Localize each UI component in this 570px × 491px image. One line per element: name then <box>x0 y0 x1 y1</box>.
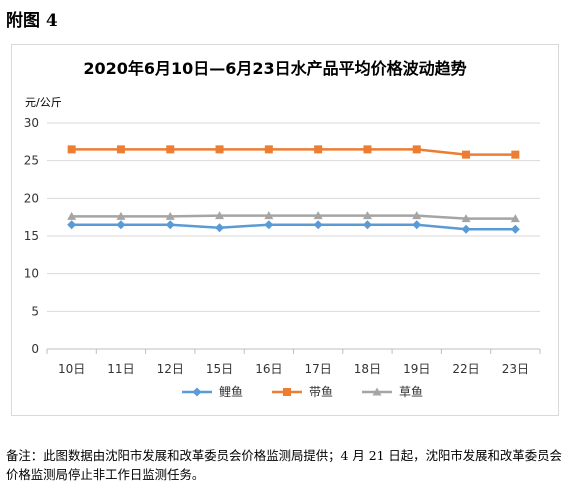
data-point <box>116 211 126 220</box>
y-tick-label: 20 <box>24 191 39 205</box>
data-point <box>165 220 175 230</box>
data-point <box>165 211 175 220</box>
data-point <box>412 145 421 154</box>
x-tick-label: 19日 <box>403 362 430 376</box>
x-tick-label: 22日 <box>452 362 479 376</box>
legend-marker <box>192 387 202 397</box>
x-tick-label: 17日 <box>305 362 332 376</box>
x-tick-label: 11日 <box>107 362 134 376</box>
series-1 <box>67 220 520 234</box>
legend-item: 鲤鱼 <box>182 385 243 399</box>
data-point <box>362 220 372 230</box>
chart-title: 2020年6月10日—6月23日水产品平均价格波动趋势 <box>83 59 467 78</box>
series-2 <box>67 145 520 159</box>
gridlines <box>47 122 540 312</box>
data-point <box>461 224 471 234</box>
y-tick-label: 25 <box>24 154 39 168</box>
data-point <box>461 214 471 223</box>
x-tick-label: 18日 <box>354 362 381 376</box>
data-point <box>362 211 372 220</box>
y-axis-unit-label: 元/公斤 <box>25 96 62 109</box>
series-3 <box>67 211 520 223</box>
legend-label: 草鱼 <box>399 385 423 399</box>
x-tick-label: 10日 <box>58 362 85 376</box>
data-point <box>412 220 422 230</box>
data-point <box>67 211 77 220</box>
y-tick-labels: 0 5 10 15 20 25 30 <box>24 116 39 356</box>
x-tick-label: 23日 <box>502 362 529 376</box>
axes <box>46 348 541 354</box>
series-line <box>71 223 516 231</box>
x-tick-label: 16日 <box>255 362 282 376</box>
data-point <box>511 150 520 159</box>
series-line <box>71 214 516 220</box>
legend-label: 鲤鱼 <box>219 385 243 399</box>
legend-marker <box>372 387 382 396</box>
data-point <box>510 224 520 234</box>
data-point <box>166 145 175 154</box>
y-tick-label: 15 <box>24 229 39 243</box>
data-point <box>215 223 225 233</box>
data-point <box>264 145 273 154</box>
legend-label: 带鱼 <box>309 385 333 399</box>
data-point <box>116 220 126 230</box>
legend: 鲤鱼 带鱼 草鱼 <box>182 385 423 399</box>
data-point <box>215 211 225 220</box>
x-tick-labels: 10日 11日 12日 15日 16日 17日 18日 19日 22日 23日 <box>58 362 529 376</box>
data-point <box>363 145 372 154</box>
data-point <box>314 145 323 154</box>
data-point <box>313 211 323 220</box>
data-point <box>215 145 224 154</box>
data-point <box>412 211 422 220</box>
data-point <box>462 150 471 159</box>
y-tick-label: 10 <box>24 267 39 281</box>
y-tick-label: 0 <box>31 342 39 356</box>
series-line <box>71 148 516 156</box>
legend-item: 草鱼 <box>362 385 423 399</box>
data-point <box>264 211 274 220</box>
data-point <box>313 220 323 230</box>
y-tick-label: 30 <box>24 116 39 130</box>
data-point <box>67 145 76 154</box>
legend-item: 带鱼 <box>272 385 333 399</box>
figure-label: 附图 4 <box>6 11 58 31</box>
footnote: 备注：此图数据由沈阳市发展和改革委员会价格监测局提供；4 月 21 日起，沈阳市… <box>6 448 562 482</box>
data-point <box>510 214 520 223</box>
data-point <box>116 145 125 154</box>
data-point <box>264 220 274 230</box>
legend-marker <box>283 388 291 396</box>
data-point <box>67 220 77 230</box>
x-tick-label: 12日 <box>157 362 184 376</box>
series-lines <box>67 145 520 234</box>
x-tick-label: 15日 <box>206 362 233 376</box>
y-tick-label: 5 <box>31 304 39 318</box>
